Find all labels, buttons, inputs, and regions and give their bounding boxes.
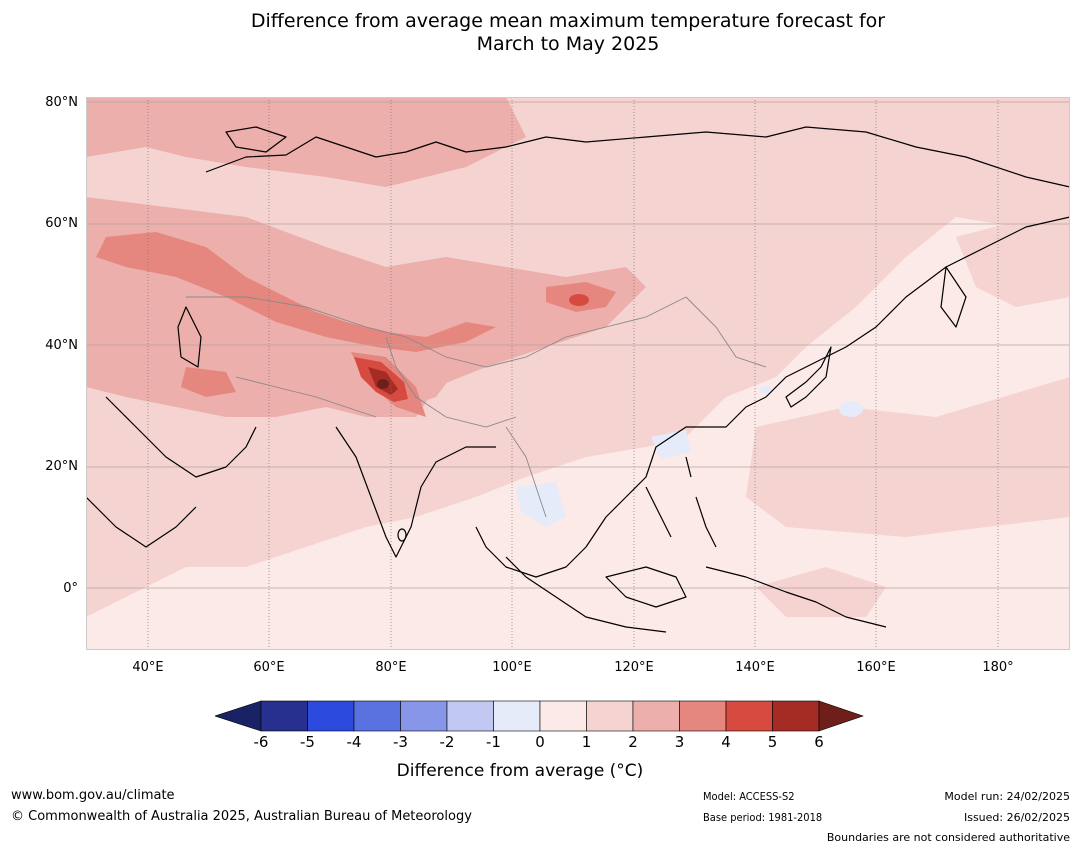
base-period-text: Base period: 1981-2018 (703, 811, 823, 824)
colorbar-segment (493, 700, 541, 732)
colorbar-segment (446, 700, 494, 732)
lat-label-0: 0° (63, 581, 78, 596)
colorbar-segment (586, 700, 634, 732)
issued-text: Issued: 26/02/2025 (963, 811, 1070, 824)
coastlines (86, 126, 1070, 633)
colorbar-segment (632, 700, 680, 732)
colorbar (215, 700, 864, 732)
colorbar-segment (307, 700, 355, 732)
map-title: Difference from average mean maximum tem… (0, 10, 1081, 56)
colorbar-segment (353, 700, 401, 732)
colorbar-tick-label: -4 (346, 733, 362, 751)
colorbar-label: Difference from average (°C) (396, 761, 644, 781)
colorbar-under-arrow (215, 700, 262, 732)
colorbar-tick-label: 1 (581, 733, 592, 751)
colorbar-segment (725, 700, 773, 732)
colorbar-tick-label: -3 (393, 733, 408, 751)
colorbar-tick-label: -5 (300, 733, 315, 751)
map-frame (86, 97, 1070, 650)
map-canvas (86, 97, 1070, 650)
colorbar-tick-label: 2 (628, 733, 638, 751)
colorbar-segment (539, 700, 587, 732)
lon-label-160e: 160°E (856, 660, 896, 675)
lon-label-180: 180° (982, 660, 1014, 675)
colorbar-tick-label: 6 (814, 733, 824, 751)
latitude-lines (86, 101, 1070, 589)
lon-label-120e: 120°E (614, 660, 654, 675)
graticule (147, 97, 999, 650)
anomaly-band-0-neg1 (516, 386, 863, 527)
model-run-text: Model run: 24/02/2025 (944, 790, 1070, 803)
colorbar-segment (260, 700, 308, 732)
forecast-map (86, 97, 1070, 650)
title-line-1: Difference from average mean maximum tem… (250, 10, 886, 32)
anomaly-band-1-2 (86, 97, 1070, 617)
lon-label-80e: 80°E (375, 660, 407, 675)
lat-label-40n: 40°N (45, 338, 78, 353)
country-borders (186, 296, 767, 518)
model-text: Model: ACCESS-S2 (703, 790, 795, 803)
colorbar-tick-label: -1 (486, 733, 501, 751)
colorbar-segment (679, 700, 727, 732)
anomaly-hotspot-north (569, 294, 589, 306)
lon-label-40e: 40°E (132, 660, 164, 675)
lat-label-60n: 60°N (45, 216, 78, 231)
colorbar-tick-label: 5 (767, 733, 778, 751)
lat-label-20n: 20°N (45, 459, 78, 474)
colorbar-tick-label: -6 (253, 733, 269, 751)
colorbar-tick-label: 4 (721, 733, 731, 751)
lon-label-100e: 100°E (492, 660, 532, 675)
title-line-2: March to May 2025 (476, 33, 660, 55)
lat-label-80n: 80°N (45, 95, 78, 110)
colorbar-segment (400, 700, 448, 732)
website-link[interactable]: www.bom.gov.au/climate (11, 788, 175, 803)
colorbar-over-arrow (818, 700, 864, 732)
colorbar-tick-label: 3 (674, 733, 685, 751)
colorbar-tick-label: 0 (535, 733, 545, 751)
copyright-text: © Commonwealth of Australia 2025, Austra… (11, 809, 472, 824)
colorbar-segment (772, 700, 820, 732)
lon-label-60e: 60°E (253, 660, 285, 675)
disclaimer-text: Boundaries are not considered authoritat… (826, 831, 1070, 844)
lon-label-140e: 140°E (735, 660, 775, 675)
colorbar-tick-label: -2 (439, 733, 455, 751)
anomaly-band-over-6 (377, 379, 389, 389)
